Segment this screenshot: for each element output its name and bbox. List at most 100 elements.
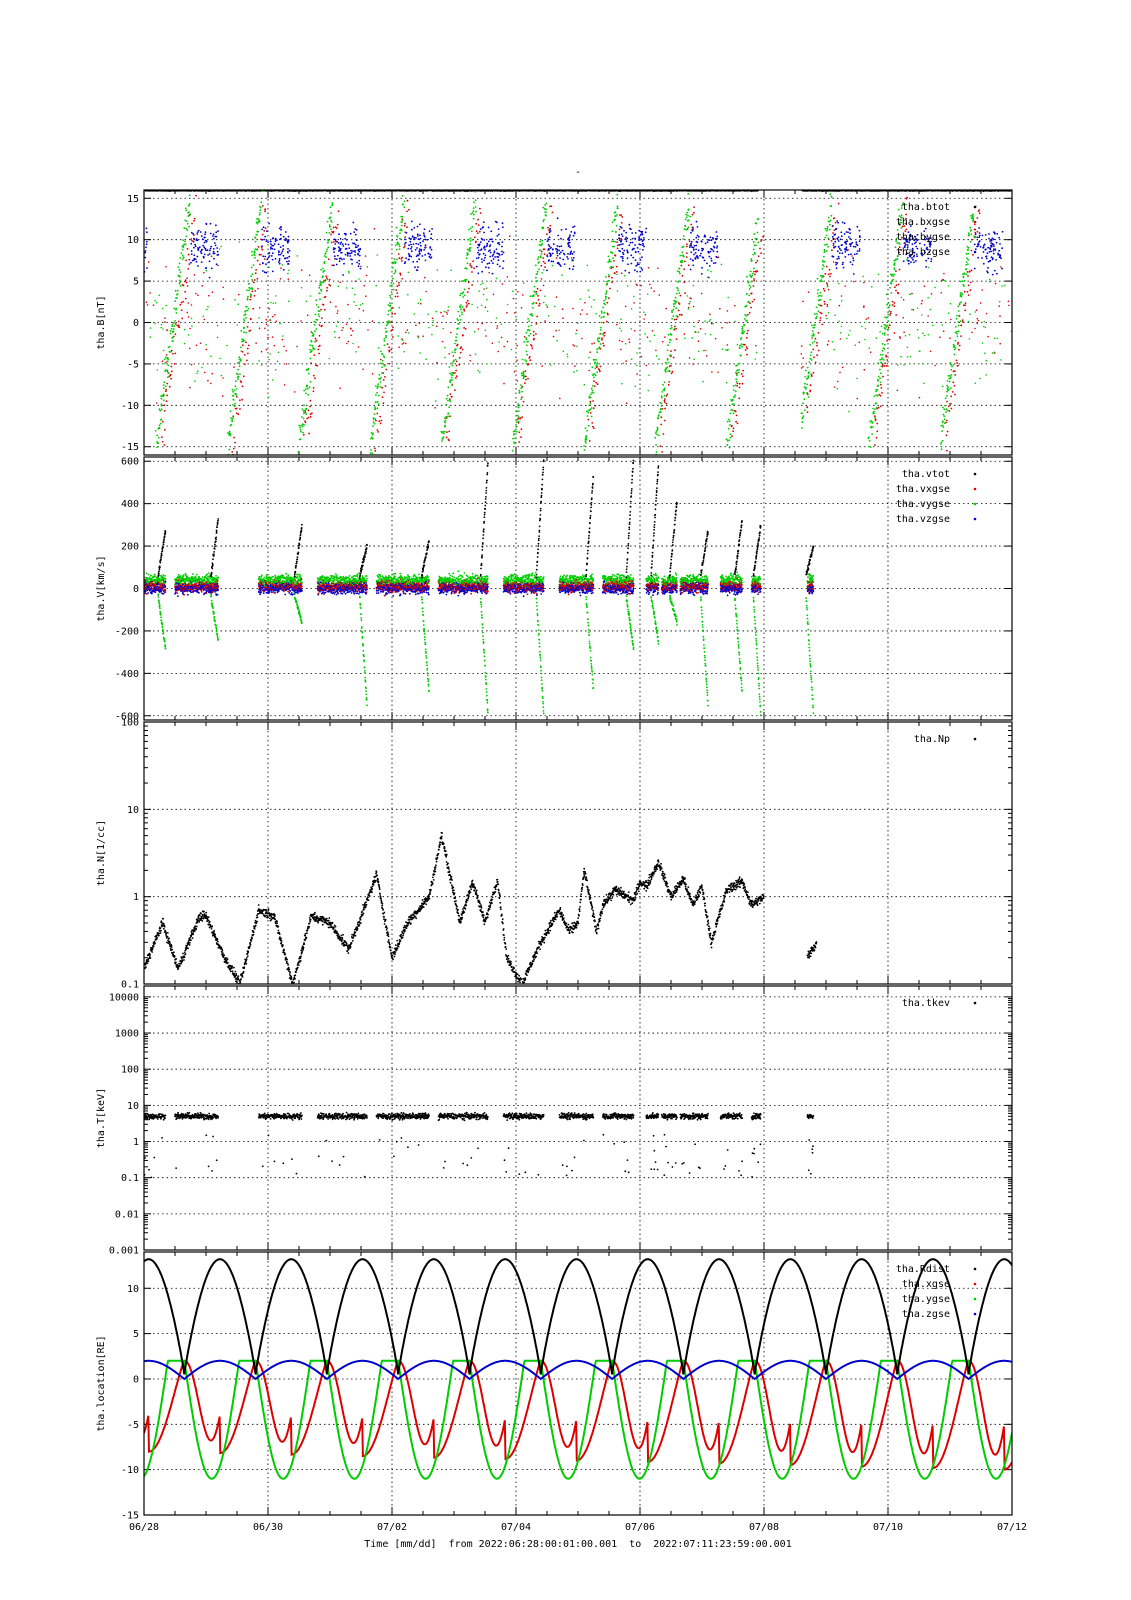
data-point — [175, 308, 177, 311]
data-point — [455, 336, 457, 338]
data-point — [448, 430, 451, 433]
data-point — [265, 348, 268, 351]
data-point — [479, 212, 482, 214]
data-point — [206, 249, 209, 252]
data-point — [644, 333, 646, 335]
data-point — [213, 257, 215, 260]
data-point — [672, 308, 675, 311]
data-point — [264, 255, 267, 258]
data-point — [714, 337, 717, 340]
data-point — [549, 228, 552, 230]
data-point — [978, 234, 981, 237]
data-point — [854, 245, 857, 248]
data-point — [993, 238, 995, 241]
data-point — [871, 285, 873, 288]
data-point — [888, 324, 891, 326]
data-point — [506, 276, 509, 278]
data-point — [383, 337, 386, 340]
data-point — [212, 252, 215, 255]
data-point — [750, 280, 753, 283]
data-point — [985, 359, 988, 362]
data-point — [431, 333, 433, 336]
data-point — [885, 355, 888, 358]
data-point — [872, 407, 874, 410]
data-point — [948, 410, 951, 412]
data-point — [729, 436, 732, 439]
data-point — [392, 326, 394, 329]
data-point — [377, 347, 380, 349]
data-point — [634, 244, 636, 246]
data-point — [633, 330, 636, 332]
data-point — [395, 289, 398, 291]
data-point — [186, 229, 189, 232]
data-point — [419, 298, 422, 301]
data-point — [487, 250, 490, 253]
data-point — [269, 353, 271, 355]
data-point — [690, 251, 693, 254]
data-point — [271, 258, 274, 261]
data-point — [256, 222, 259, 225]
data-point — [314, 377, 316, 380]
data-point — [716, 237, 718, 240]
data-point — [552, 335, 555, 338]
data-point — [601, 338, 603, 341]
data-point — [238, 241, 241, 243]
data-point — [194, 243, 197, 246]
data-point — [673, 305, 675, 308]
data-point — [492, 262, 494, 265]
data-point — [566, 356, 569, 358]
data-point — [643, 237, 645, 239]
data-point — [163, 394, 165, 397]
data-point — [650, 287, 653, 289]
data-point — [312, 390, 315, 393]
data-point — [338, 336, 341, 339]
data-point — [428, 255, 431, 258]
data-point — [984, 234, 987, 236]
data-point — [478, 253, 481, 256]
data-point — [599, 326, 602, 329]
data-point — [819, 274, 822, 277]
data-point — [178, 282, 181, 285]
data-point — [501, 241, 504, 244]
data-point — [950, 376, 952, 379]
data-point — [185, 259, 188, 262]
data-point — [944, 397, 947, 400]
data-point — [526, 353, 529, 356]
data-point — [573, 251, 575, 253]
data-point — [991, 273, 994, 276]
data-point — [981, 257, 983, 259]
data-point — [324, 252, 327, 255]
data-point — [172, 321, 175, 324]
data-point — [444, 356, 446, 359]
data-point — [357, 253, 360, 256]
data-point — [901, 225, 904, 228]
y-tick-label: 10 — [127, 235, 139, 246]
data-point — [388, 346, 391, 349]
data-point — [166, 394, 169, 397]
data-point — [451, 362, 454, 364]
data-point — [638, 243, 641, 246]
data-point — [236, 373, 239, 376]
data-point — [187, 268, 190, 270]
data-point — [979, 245, 982, 248]
data-point — [484, 248, 486, 251]
data-point — [394, 271, 397, 273]
data-point — [593, 373, 596, 375]
data-point — [514, 437, 517, 440]
data-point — [977, 210, 980, 213]
data-point — [323, 296, 326, 299]
data-point — [971, 238, 973, 241]
data-point — [217, 230, 219, 233]
data-point — [537, 295, 539, 297]
data-point — [560, 251, 562, 254]
data-point — [150, 577, 153, 580]
data-point — [482, 252, 485, 255]
data-point — [821, 280, 824, 283]
data-point — [168, 375, 171, 378]
data-point — [693, 206, 695, 209]
data-point — [881, 349, 884, 352]
data-point — [611, 252, 614, 255]
data-point — [398, 346, 400, 349]
data-point — [255, 248, 258, 251]
data-point — [978, 236, 981, 239]
